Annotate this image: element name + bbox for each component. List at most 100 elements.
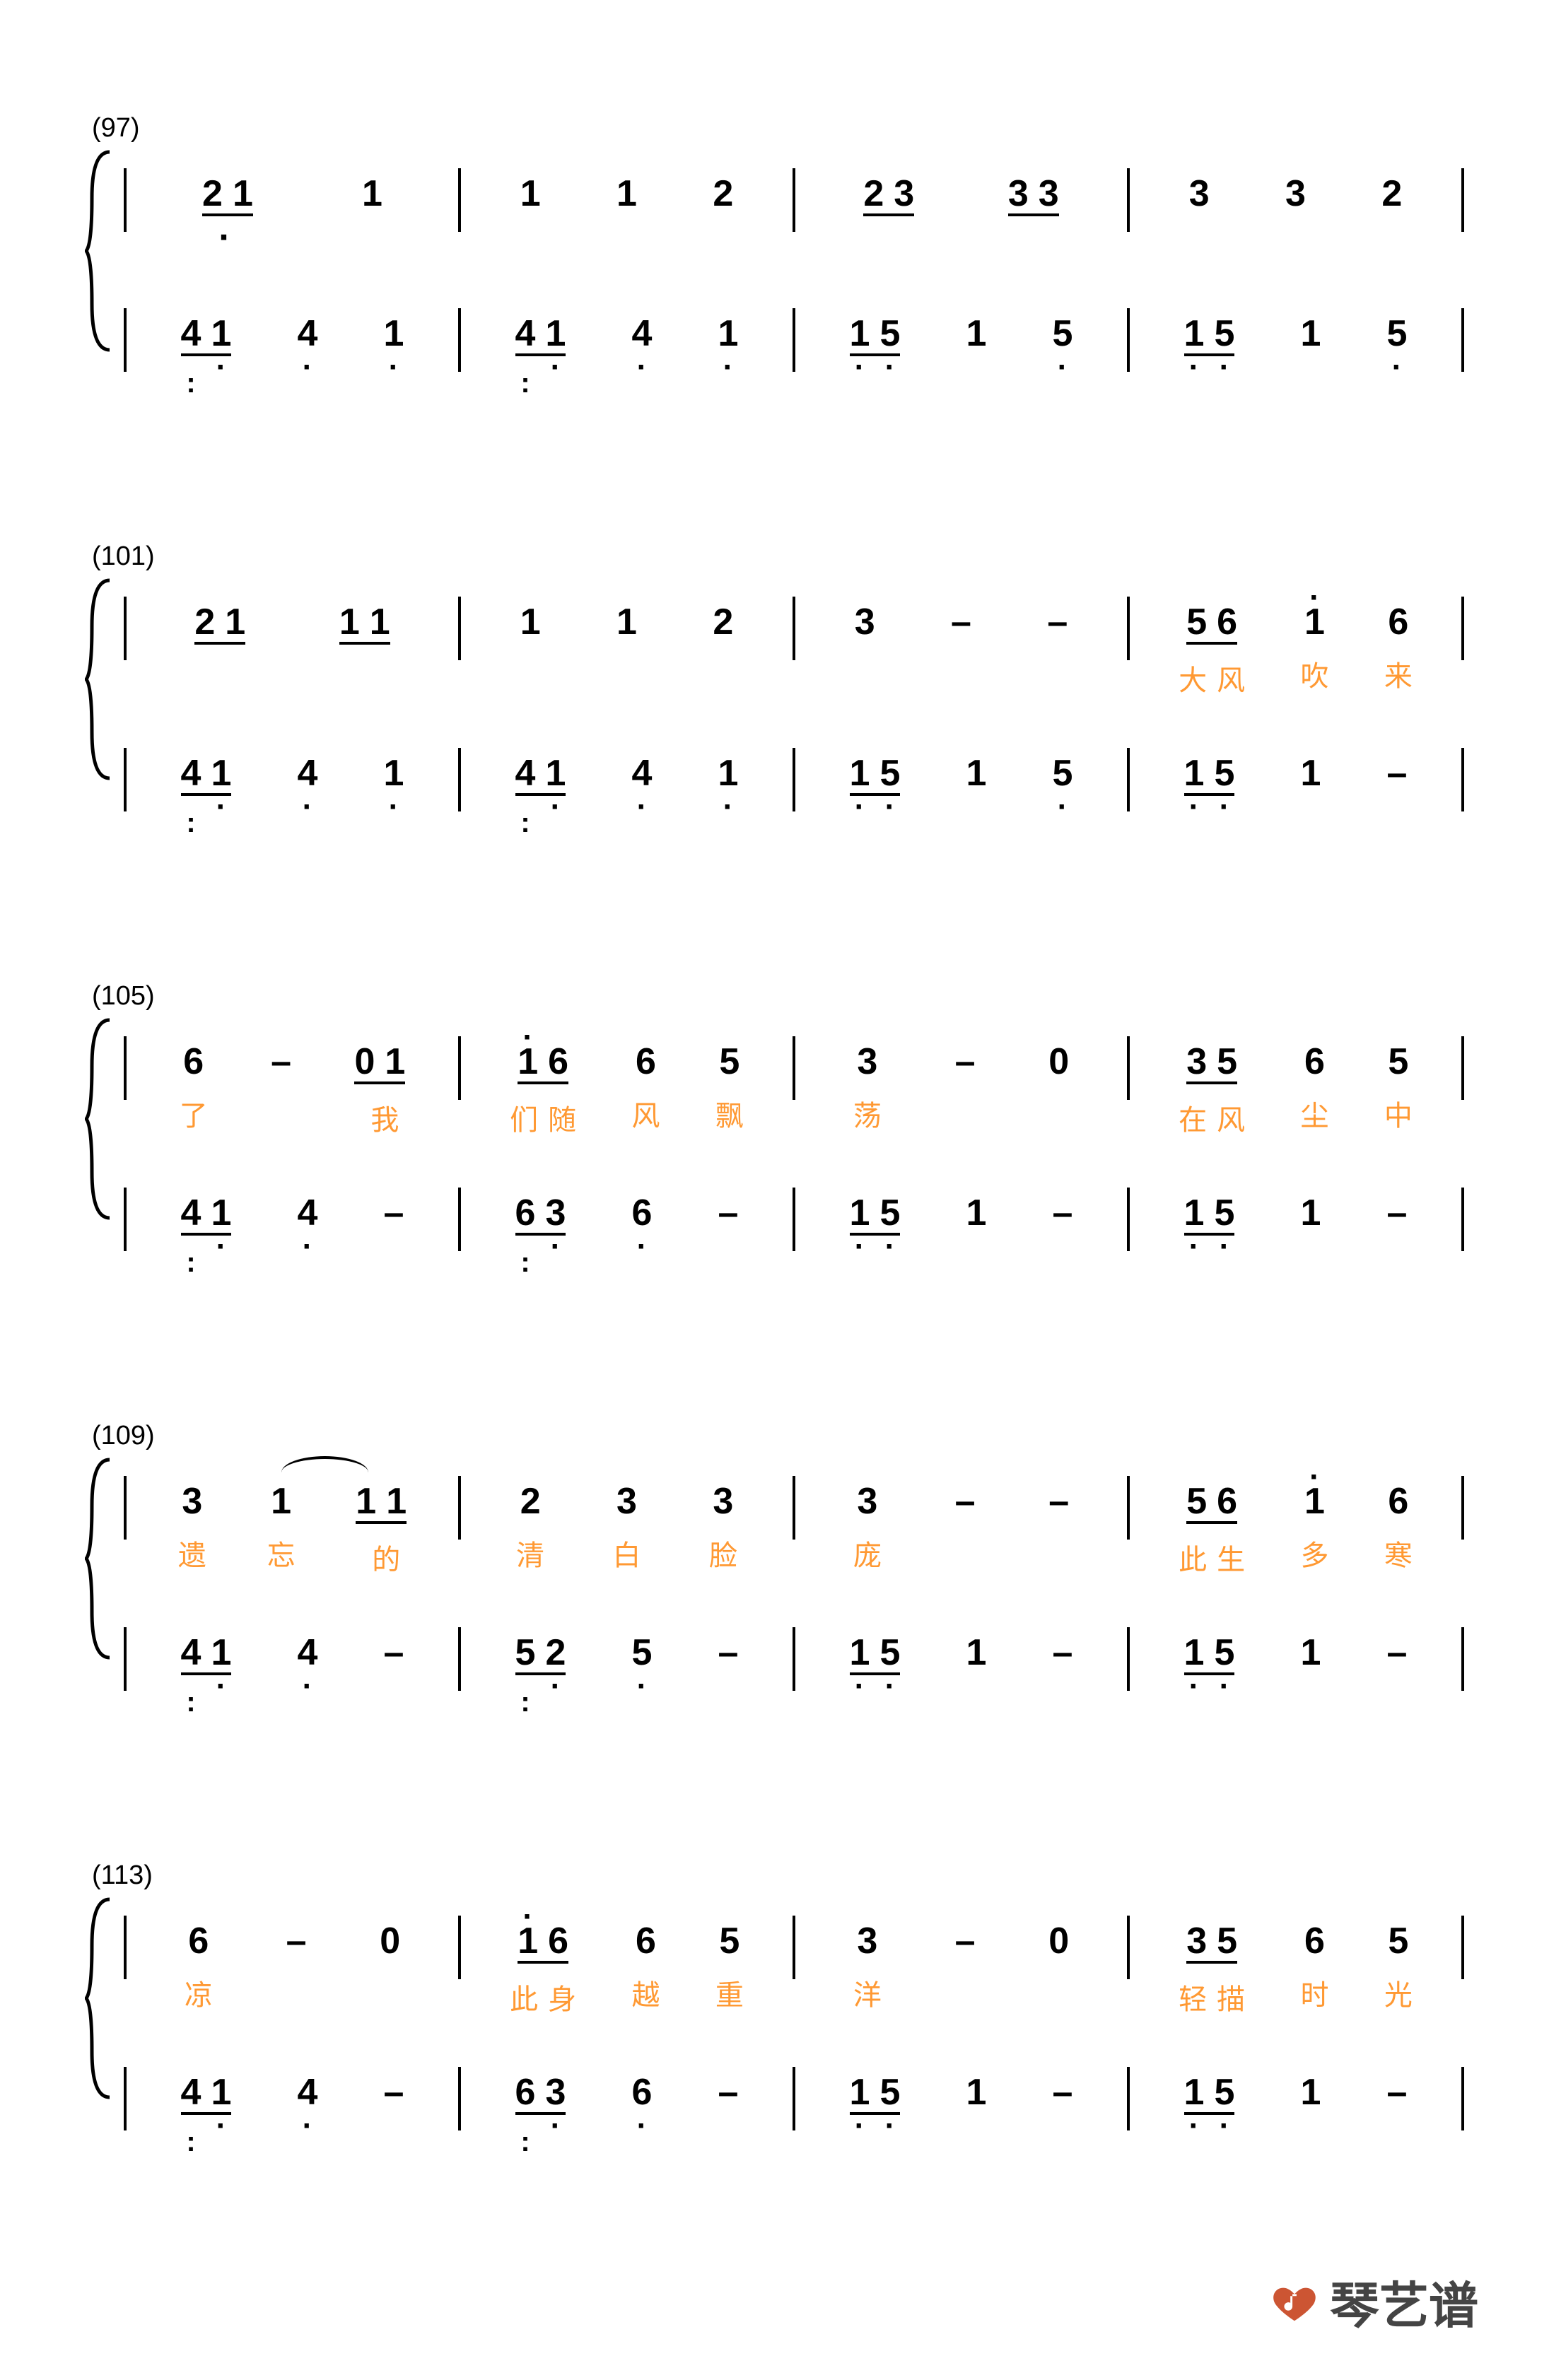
- note: 1: [520, 175, 541, 212]
- note: 2: [713, 175, 733, 212]
- note: 2: [1381, 175, 1402, 212]
- note: 1: [1304, 1483, 1325, 1520]
- note: 6: [1388, 1483, 1408, 1520]
- note: 1: [1300, 755, 1321, 792]
- note: 2: [194, 604, 215, 640]
- note-col: 3荡: [853, 1043, 882, 1134]
- note-col: 1: [520, 175, 541, 212]
- note-col: –: [1053, 2074, 1073, 2111]
- beam-group: 15: [1184, 2074, 1235, 2115]
- beam-group: 01: [354, 1043, 405, 1084]
- note: 5: [1186, 1483, 1207, 1520]
- measure: 35在风6尘5中: [1130, 1036, 1461, 1138]
- note-col: 41: [181, 1634, 232, 1675]
- lyric: 中: [1384, 1093, 1413, 1134]
- note: 3: [545, 2074, 566, 2111]
- note-col: 1: [1300, 1634, 1321, 1671]
- measure: 1515: [795, 308, 1127, 379]
- note: 0: [354, 1043, 375, 1080]
- note-col: 5中: [1384, 1043, 1413, 1134]
- note: 1: [616, 175, 637, 212]
- note: 3: [713, 1483, 733, 1520]
- note: 3: [855, 604, 875, 640]
- tie: [281, 1456, 368, 1480]
- note: 5: [879, 755, 900, 792]
- lyric: 描: [1217, 1976, 1245, 2017]
- note: 1: [211, 1634, 231, 1671]
- note: 3: [545, 1195, 566, 1231]
- barline: [1461, 1476, 1464, 1540]
- note: 0: [1048, 1043, 1069, 1080]
- note: 4: [297, 755, 317, 792]
- note-col: 6风: [631, 1043, 660, 1134]
- lyric: 忘: [267, 1532, 296, 1573]
- lyric: 风: [631, 1093, 660, 1134]
- note-col: 15: [1184, 1195, 1235, 1236]
- note: 5: [1388, 1043, 1408, 1080]
- note: 2: [713, 604, 733, 640]
- beam-group: 15: [1184, 755, 1235, 796]
- note-col: 3洋: [853, 1923, 882, 2013]
- note-col: 2清: [516, 1483, 544, 1573]
- note: 5: [1214, 315, 1234, 352]
- measure: 35轻描6时5光: [1130, 1916, 1461, 2017]
- note: 1: [1300, 1634, 1321, 1671]
- lyric: 的: [372, 1537, 400, 1578]
- note-col: –: [955, 1483, 976, 1566]
- note: 1: [966, 1195, 986, 1231]
- note-col: 2: [713, 604, 733, 687]
- measure: 636–: [461, 2067, 793, 2138]
- bar-number: (109): [92, 1421, 1464, 1451]
- bottom-staff: 414–636–151–151–: [124, 1188, 1464, 1258]
- note-col: 1: [966, 2074, 986, 2111]
- note-col: 15: [1184, 755, 1235, 796]
- staves: 21·111223333324141414115151515: [124, 168, 1464, 379]
- measure: 56大风1吹6来: [1130, 597, 1461, 698]
- note: 6: [548, 1043, 568, 1080]
- note: 3: [857, 1483, 877, 1520]
- note-col: 1: [384, 755, 404, 792]
- note: 1: [966, 1634, 986, 1671]
- note-col: –: [384, 1195, 404, 1231]
- lyric: 们: [510, 1097, 538, 1138]
- note: 6: [1304, 1043, 1325, 1080]
- note-col: 6越: [631, 1923, 660, 2013]
- note-col: –: [951, 604, 971, 687]
- system: (105)6了–01我16们随6风5飘3荡–035在风6尘5中414–636–1…: [85, 981, 1464, 1258]
- note: 5: [879, 1195, 900, 1231]
- note-col: 63: [515, 1195, 566, 1236]
- note: 1: [385, 1043, 405, 1080]
- note-col: 0: [380, 1923, 400, 2006]
- note: 6: [183, 1043, 204, 1080]
- lyric: 白: [612, 1532, 641, 1573]
- lyric: 我: [370, 1097, 399, 1138]
- note-col: 1: [362, 175, 382, 212]
- note-col: 15: [850, 315, 901, 356]
- note: –: [1387, 1195, 1408, 1231]
- note-col: –: [271, 1043, 291, 1127]
- note: 6: [631, 2074, 652, 2111]
- system: (97)21·111223333324141414115151515: [85, 113, 1464, 379]
- measure: 3荡–0: [795, 1036, 1127, 1134]
- note-col: 16此身: [510, 1923, 576, 2017]
- note-col: 0: [1048, 1923, 1069, 2006]
- note: 1: [966, 755, 986, 792]
- measure: 4141: [461, 748, 793, 819]
- lyric: 遗: [178, 1532, 206, 1573]
- note: 4: [515, 755, 536, 792]
- lyric: 多: [1300, 1532, 1328, 1573]
- lyric: 身: [548, 1976, 576, 2017]
- note: –: [955, 1483, 976, 1520]
- note: 5: [1217, 1923, 1237, 1959]
- note: 1: [545, 755, 566, 792]
- note: 4: [631, 315, 652, 352]
- barline: [1461, 1036, 1464, 1100]
- watermark: 琴艺谱: [1270, 2266, 1478, 2338]
- note-col: 4: [297, 1195, 317, 1231]
- note: 5: [719, 1923, 740, 1959]
- note: 6: [1304, 1923, 1325, 1959]
- note: 6: [515, 1195, 536, 1231]
- lyric: 荡: [853, 1093, 882, 1134]
- measure: 151–: [795, 2067, 1127, 2138]
- note-col: 4: [631, 315, 652, 352]
